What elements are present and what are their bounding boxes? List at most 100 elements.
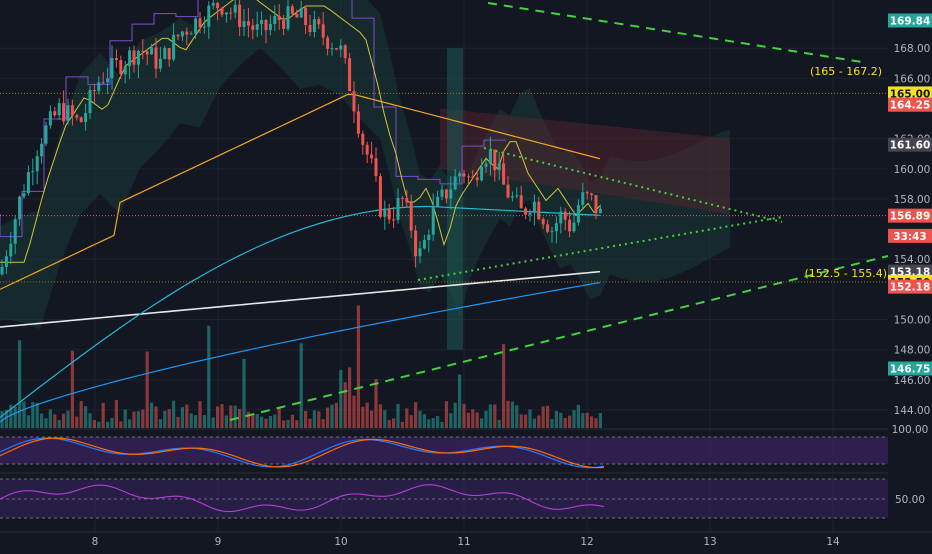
volume-bar	[506, 400, 510, 428]
candle-body	[387, 208, 391, 220]
volume-bar	[167, 409, 171, 428]
volume-bar	[0, 411, 4, 428]
candle-body	[480, 166, 484, 181]
candle-body	[365, 144, 369, 155]
price-tick-label: 154.00	[894, 254, 931, 266]
candle-body	[581, 192, 585, 206]
volume-bar	[273, 414, 277, 428]
volume-bar	[458, 374, 462, 428]
volume-bar	[26, 415, 30, 428]
candle-body	[400, 197, 404, 199]
volume-bar	[475, 412, 479, 428]
candle-body	[427, 234, 431, 240]
volume-bar	[431, 418, 435, 428]
candle-body	[418, 248, 422, 257]
candle-body	[119, 60, 123, 75]
volume-bar	[510, 401, 514, 428]
candle-body	[286, 6, 290, 29]
ma-cyan	[0, 205, 601, 418]
ma-orange	[0, 93, 601, 290]
candle-body	[378, 176, 382, 217]
volume-bar	[524, 414, 528, 428]
candle-body	[356, 111, 360, 134]
volume-bar	[409, 415, 413, 428]
volume-bar	[497, 419, 501, 428]
candle-body	[304, 7, 308, 25]
volume-bar	[396, 404, 400, 428]
volume-bar	[224, 415, 228, 428]
cloud-outline	[0, 0, 506, 238]
candle-body	[123, 66, 127, 75]
volume-bar	[229, 405, 233, 428]
volume-bar	[528, 409, 532, 428]
candle-body	[471, 176, 475, 178]
candle-body	[506, 184, 510, 198]
volume-bar	[286, 419, 290, 428]
candle-body	[466, 176, 470, 178]
price-tick-label: 160.00	[894, 164, 931, 176]
candle-body	[163, 48, 167, 59]
price-label-text: 152.18	[890, 282, 931, 294]
volume-bar	[110, 417, 114, 428]
candle-body	[88, 89, 92, 114]
price-axis[interactable]: 168.00166.00162.00160.00158.00154.00150.…	[888, 0, 932, 532]
candle-body	[537, 201, 541, 220]
candle-body	[238, 4, 242, 27]
candle-body	[576, 205, 580, 223]
candle-body	[224, 12, 228, 15]
time-axis[interactable]: 8 9 10 11 12 13 14	[0, 531, 932, 550]
candle-body	[53, 111, 57, 116]
candle-body	[110, 58, 114, 79]
volume-bar	[590, 416, 594, 428]
candle-body	[572, 222, 576, 232]
volume-bar	[260, 416, 264, 428]
volume-bar	[84, 406, 88, 428]
price-label-box	[888, 13, 932, 28]
candle-body	[559, 211, 563, 224]
volume-bar	[550, 419, 554, 428]
ma-blue	[0, 281, 601, 423]
candle-body	[312, 19, 316, 33]
moving-averages	[0, 0, 601, 423]
candle-body	[334, 48, 338, 50]
volume-bar	[216, 406, 220, 428]
candle-body	[172, 34, 176, 60]
volume-bar	[211, 417, 215, 428]
volume-bar	[251, 413, 255, 428]
candle-body	[264, 20, 268, 31]
volume-bar	[361, 406, 365, 428]
volume-bar	[515, 405, 519, 428]
price-tick-label: 158.00	[894, 194, 931, 206]
volume-bar	[9, 404, 13, 428]
volume-bar	[128, 419, 132, 428]
volume-bar	[422, 414, 426, 428]
time-tick-label: 8	[92, 536, 99, 548]
time-tick-label: 13	[703, 536, 716, 548]
candle-body	[392, 219, 396, 221]
candle-body	[343, 45, 347, 59]
candle-body	[97, 82, 101, 92]
price-tick-label: 144.00	[894, 405, 931, 417]
price-label-box	[888, 97, 932, 112]
candle-body	[18, 196, 22, 220]
volume-bar	[132, 411, 136, 428]
candle-body	[497, 163, 501, 171]
candle-body	[75, 115, 79, 118]
candle-body	[57, 103, 61, 116]
volume-bar	[326, 407, 330, 428]
price-label-text: 161.60	[890, 140, 931, 152]
volume-bar	[88, 413, 92, 428]
candle-body	[255, 24, 259, 30]
candle-body	[101, 82, 105, 84]
candle-body	[62, 103, 66, 122]
candle-body	[229, 12, 233, 14]
volume-bar	[290, 414, 294, 428]
price-label-text: 146.75	[890, 363, 931, 375]
candle-body	[568, 219, 572, 232]
candle-body	[528, 212, 532, 215]
candle-body	[277, 15, 281, 21]
volume-bar	[198, 401, 202, 428]
volume-bar	[321, 419, 325, 428]
volume-bar	[123, 409, 127, 428]
